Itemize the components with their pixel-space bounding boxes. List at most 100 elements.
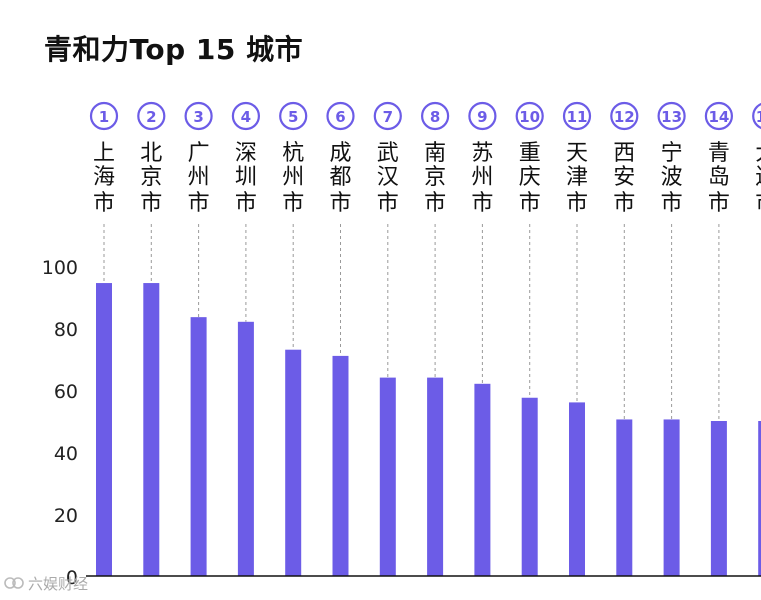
- rank-number: 13: [661, 108, 682, 126]
- y-tick-label: 40: [54, 443, 78, 465]
- category-label-char: 市: [566, 191, 588, 216]
- category-label-char: 市: [329, 191, 351, 216]
- rank-number: 10: [519, 108, 540, 126]
- bar: [143, 283, 160, 576]
- rank-number: 14: [708, 108, 729, 126]
- rank-number: 3: [193, 108, 203, 126]
- rank-number: 9: [477, 108, 487, 126]
- rank-badge: [468, 101, 497, 131]
- category-label-char: 市: [282, 191, 304, 216]
- bar: [96, 283, 112, 576]
- rank-number: 11: [567, 108, 588, 126]
- bar: [190, 317, 207, 576]
- rank-badge: [752, 102, 761, 130]
- rank-badge: [326, 101, 355, 131]
- bar: [663, 419, 680, 576]
- bar: [710, 421, 727, 576]
- category-label-char: 市: [471, 191, 493, 216]
- rank-badge: [657, 101, 686, 131]
- category-label-char: 广: [188, 141, 210, 166]
- bar: [332, 355, 349, 576]
- category-label-char: 京: [140, 165, 162, 190]
- category-label-char: 青: [708, 141, 730, 166]
- watermark-logo: 六娱财经: [4, 572, 88, 594]
- watermark-text: 六娱财经: [28, 574, 89, 593]
- category-label-char: 庆: [519, 165, 541, 190]
- category-label-char: 大: [755, 141, 761, 166]
- y-tick-label: 20: [54, 505, 78, 527]
- category-label-char: 海: [93, 165, 115, 190]
- rank-badge: [184, 101, 213, 131]
- category-label-char: 安: [613, 165, 635, 190]
- rank-number: 8: [430, 108, 440, 126]
- category-label-char: 上: [93, 141, 115, 166]
- rank-number: 15: [756, 108, 761, 126]
- y-tick-label: 80: [54, 319, 78, 341]
- category-label-char: 天: [566, 141, 588, 166]
- category-label-char: 圳: [235, 165, 257, 190]
- bar: [758, 421, 761, 576]
- category-label-char: 深: [235, 141, 257, 166]
- bar: [285, 349, 302, 576]
- rank-number: 7: [383, 108, 393, 126]
- bar: [379, 377, 396, 576]
- logo-icon: [4, 577, 24, 589]
- category-label-char: 市: [708, 191, 730, 216]
- category-label-char: 州: [188, 165, 210, 190]
- category-label-char: 苏: [471, 141, 493, 166]
- rank-badge: [515, 101, 544, 131]
- rank-badge: [137, 101, 166, 131]
- category-label-char: 京: [424, 165, 446, 190]
- rank-number: 1: [99, 108, 109, 126]
- category-label-char: 市: [755, 191, 761, 216]
- rank-badge: [279, 101, 308, 131]
- category-label-char: 连: [755, 165, 761, 190]
- category-label-char: 波: [661, 165, 683, 190]
- rank-badge: [562, 101, 592, 131]
- y-tick-label: 60: [54, 381, 78, 403]
- rank-badge: [373, 101, 402, 131]
- category-label-char: 汉: [377, 165, 399, 190]
- bar: [569, 402, 585, 576]
- category-label-char: 州: [282, 165, 304, 190]
- rank-number: 4: [241, 108, 251, 126]
- category-label-char: 都: [329, 165, 351, 190]
- category-label-char: 成: [329, 141, 351, 166]
- category-label-char: 南: [424, 141, 446, 166]
- rank-number: 12: [614, 108, 635, 126]
- chart-title: 青和力Top 15 城市: [44, 33, 304, 66]
- category-label-char: 市: [613, 191, 635, 216]
- category-label-char: 岛: [708, 165, 730, 190]
- bar: [474, 383, 491, 576]
- category-label-char: 市: [235, 191, 257, 216]
- y-tick-label: 100: [42, 257, 78, 279]
- category-label-char: 市: [661, 191, 683, 216]
- bar: [521, 397, 538, 576]
- rank-badge: [89, 101, 119, 131]
- category-label-char: 北: [140, 141, 162, 166]
- bar: [616, 419, 633, 576]
- rank-badge: [231, 101, 260, 131]
- bar: [237, 321, 254, 576]
- category-label-char: 市: [377, 191, 399, 216]
- category-label-char: 市: [93, 191, 115, 216]
- y-tick-label: 0: [66, 567, 78, 589]
- bar: [427, 377, 444, 576]
- category-label-char: 宁: [661, 141, 683, 166]
- category-label-char: 杭: [282, 141, 304, 166]
- rank-badge: [421, 101, 450, 131]
- rank-number: 6: [335, 108, 345, 126]
- category-label-char: 市: [188, 191, 210, 216]
- category-label-char: 西: [613, 141, 635, 166]
- category-label-char: 重: [519, 141, 541, 166]
- category-label-char: 津: [566, 165, 588, 190]
- rank-number: 5: [288, 108, 298, 126]
- category-label-char: 市: [424, 191, 446, 216]
- category-label-char: 市: [140, 191, 162, 216]
- rank-badge: [610, 101, 639, 131]
- category-label-char: 武: [377, 141, 399, 166]
- category-label-char: 州: [471, 165, 493, 190]
- rank-number: 2: [146, 108, 156, 126]
- rank-badge: [704, 101, 734, 131]
